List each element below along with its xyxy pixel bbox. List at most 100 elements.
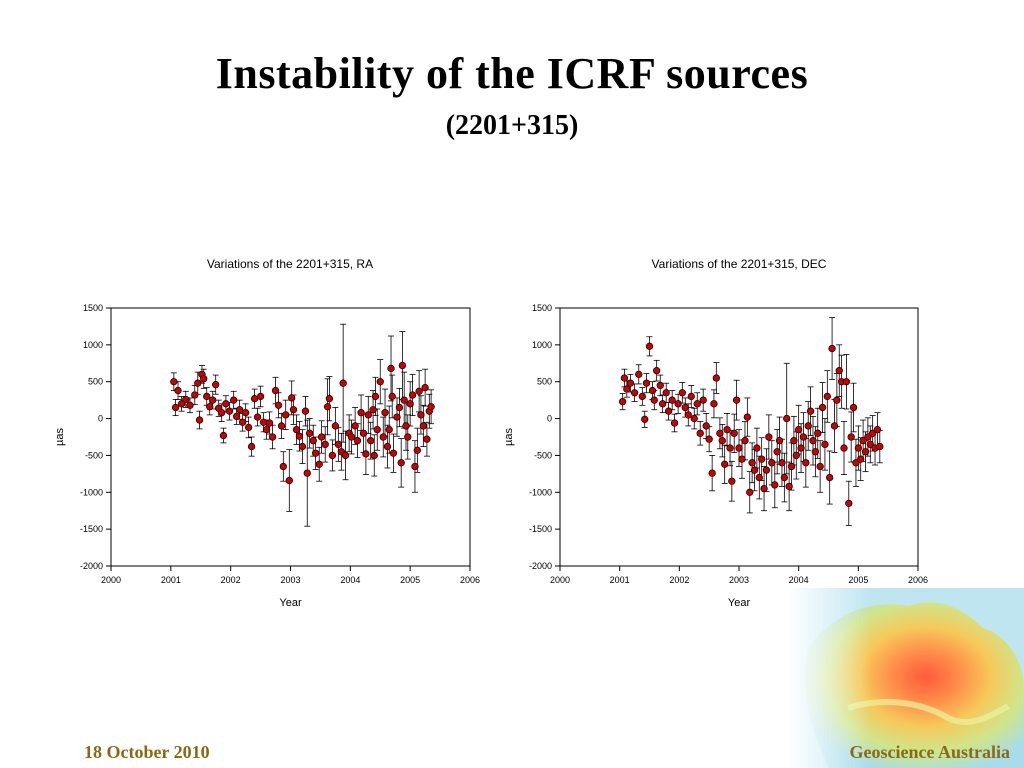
chart-title: Variations of the 2201+315, DEC: [652, 257, 827, 271]
chart-ra: Variations of the 2201+315, RA 1500 1000 50…: [54, 257, 480, 609]
y-tick-label: 500: [537, 377, 552, 387]
data-point: [738, 455, 746, 463]
data-point: [177, 400, 186, 408]
data-point: [804, 422, 812, 430]
data-point: [321, 440, 329, 449]
data-point: [842, 378, 851, 386]
data-point: [783, 414, 791, 423]
data-point: [684, 411, 692, 419]
data-point: [186, 401, 194, 409]
data-point: [362, 450, 370, 458]
data-point: [347, 433, 356, 441]
data-point: [681, 403, 689, 412]
x-tick-label: 2005: [848, 575, 868, 585]
data-point: [194, 379, 202, 387]
data-point: [768, 459, 776, 467]
data-point: [413, 446, 421, 454]
y-tick-label: 500: [88, 377, 103, 387]
data-point: [823, 392, 831, 401]
y-tick-label: -1500: [80, 524, 103, 534]
data-point: [648, 386, 657, 395]
data-point: [191, 391, 199, 399]
data-point: [235, 406, 244, 414]
slide-title: Instability of the ICRF sources: [215, 49, 809, 98]
y-tick-label: 0: [547, 414, 552, 424]
y-tick-label: -2000: [80, 561, 103, 571]
data-point: [732, 396, 741, 404]
data-point: [859, 437, 867, 445]
data-point: [638, 392, 646, 401]
data-point: [656, 381, 664, 390]
data-point: [415, 387, 423, 395]
data-point: [674, 400, 682, 408]
footer-organization: Geoscience Australia: [849, 742, 1010, 762]
data-point: [645, 342, 654, 350]
y-tick-label: 1500: [83, 303, 103, 313]
data-point: [379, 433, 387, 441]
data-point: [373, 425, 381, 434]
data-point: [230, 396, 238, 404]
data-point: [387, 364, 395, 373]
data-point: [279, 462, 287, 471]
data-point: [728, 477, 736, 485]
data-point: [778, 459, 786, 467]
y-axis-label: µas: [503, 428, 515, 446]
charts-canvas: Variations of the 2201+315, RA 1500 1000 50…: [54, 257, 928, 609]
data-point: [818, 403, 827, 412]
data-point: [225, 407, 234, 415]
data-point: [218, 409, 226, 417]
data-point: [259, 418, 268, 426]
data-point: [182, 395, 190, 404]
data-point: [641, 415, 649, 423]
chart-dec: Variations of the 2201+315, DEC 1500 1000 5…: [503, 257, 928, 609]
data-point: [869, 429, 877, 437]
data-point: [195, 416, 204, 424]
data-point: [693, 400, 701, 408]
slide-subtitle: (2201+315): [445, 110, 579, 141]
x-tick-label: 2000: [101, 575, 121, 585]
data-point: [814, 429, 822, 437]
data-point: [821, 440, 829, 449]
data-point: [238, 418, 247, 426]
data-point: [371, 392, 380, 401]
x-tick-label: 2003: [729, 575, 749, 585]
data-point: [268, 433, 277, 441]
data-point: [419, 422, 427, 430]
y-tick-label: -1500: [529, 524, 552, 534]
data-point: [785, 482, 793, 491]
data-point: [735, 444, 743, 452]
y-tick-label: -500: [534, 450, 552, 460]
data-point: [408, 391, 417, 399]
data-point: [389, 449, 398, 457]
data-point: [630, 389, 639, 397]
data-point: [288, 394, 296, 402]
data-point: [762, 466, 771, 474]
data-point: [664, 407, 673, 415]
data-point: [775, 437, 784, 445]
data-point: [369, 406, 377, 414]
data-point: [265, 419, 274, 427]
data-point: [833, 396, 841, 404]
data-point: [760, 484, 768, 493]
x-tick-label: 2000: [550, 575, 570, 585]
data-point: [253, 413, 262, 421]
data-point: [427, 403, 435, 411]
data-point: [289, 406, 298, 414]
data-point: [282, 411, 290, 419]
data-point: [311, 449, 320, 457]
data-point: [383, 442, 392, 451]
data-point: [847, 433, 855, 441]
data-point: [203, 392, 211, 401]
data-point: [750, 466, 759, 474]
data-point: [718, 437, 726, 445]
data-point: [274, 401, 283, 409]
data-point: [241, 409, 250, 417]
data-point: [623, 385, 631, 393]
data-point: [726, 444, 734, 452]
data-point: [219, 431, 228, 440]
data-point: [771, 481, 779, 489]
x-tick-label: 2002: [221, 575, 241, 585]
chart-title: Variations of the 2201+315, RA: [207, 257, 373, 271]
data-point: [298, 442, 307, 451]
data-point: [367, 437, 375, 445]
